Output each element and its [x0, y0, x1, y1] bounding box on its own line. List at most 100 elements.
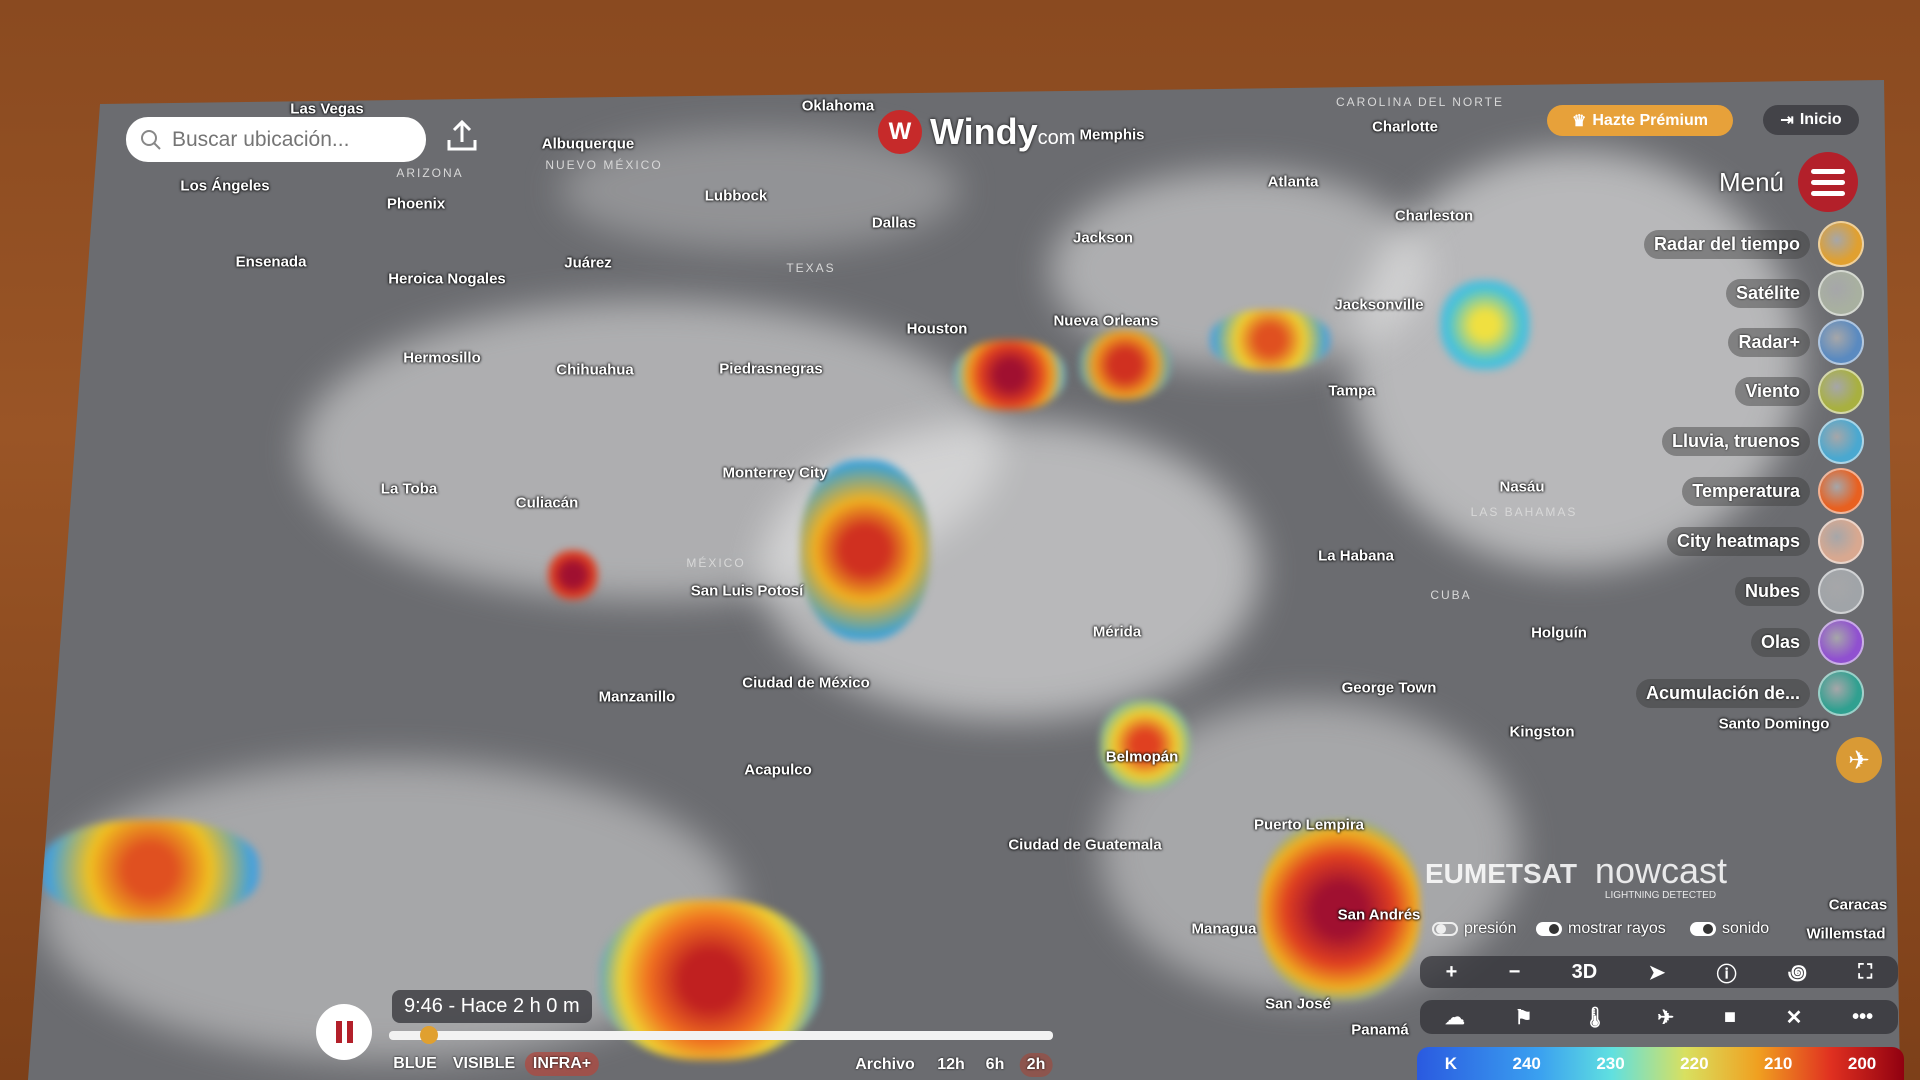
region-label: CUBA: [1430, 588, 1472, 602]
menu-button[interactable]: Menú: [1719, 152, 1858, 212]
range-2h[interactable]: 2h: [1019, 1053, 1053, 1077]
city-label: Belmopán: [1105, 748, 1179, 766]
city-label: Caracas: [1828, 896, 1888, 914]
layer-item[interactable]: Radar del tiempo: [1643, 221, 1864, 267]
band-infra-plus[interactable]: INFRA+: [524, 1052, 600, 1076]
location-arrow-icon[interactable]: ➤: [1648, 961, 1666, 984]
premium-label: Hazte Prémium: [1592, 111, 1708, 129]
layer-thumbnail-icon: [1818, 368, 1864, 414]
search-box[interactable]: [126, 117, 426, 162]
search-input[interactable]: [172, 127, 412, 152]
band-visible[interactable]: VISIBLE: [452, 1055, 516, 1072]
city-label: Culiacán: [515, 494, 579, 512]
range-6h[interactable]: 6h: [985, 1056, 1005, 1073]
pause-icon: [335, 1021, 342, 1043]
city-label: Tampa: [1328, 382, 1376, 400]
hamburger-icon: [1798, 152, 1858, 212]
airport-icon[interactable]: ✈: [1657, 1006, 1675, 1029]
band-blue[interactable]: BLUE: [393, 1055, 437, 1072]
windy-logo-icon: W: [878, 110, 922, 154]
layer-item[interactable]: Nubes: [1734, 568, 1864, 614]
nowcast-logo: nowcast: [1594, 850, 1727, 891]
windy-logo[interactable]: W Windy com: [878, 110, 1075, 154]
toggle-0[interactable]: presión: [1432, 920, 1516, 938]
layer-item[interactable]: Satélite: [1725, 270, 1864, 316]
hurricane-icon[interactable]: ꩜: [1787, 961, 1807, 984]
info-icon[interactable]: ⓘ: [1716, 963, 1737, 986]
layer-item[interactable]: City heatmaps: [1666, 518, 1864, 564]
city-label: San Luis Potosí: [690, 582, 804, 600]
city-label: Mérida: [1092, 623, 1142, 641]
city-label: Atlanta: [1267, 173, 1319, 191]
layer-item[interactable]: Acumulación de...: [1635, 670, 1864, 716]
toggle-1[interactable]: mostrar rayos: [1536, 920, 1666, 938]
toggle-switch[interactable]: [1432, 922, 1458, 936]
close-icon[interactable]: ✕: [1785, 1006, 1803, 1029]
fullscreen-icon[interactable]: ⛶: [1858, 960, 1873, 983]
city-label: Ciudad de México: [742, 674, 870, 692]
layer-label: Temperatura: [1682, 476, 1810, 506]
nowcast-sub: LIGHTNING DETECTED: [1604, 890, 1717, 901]
city-label: Puerto Lempira: [1253, 816, 1365, 834]
flag-icon[interactable]: ⚑: [1514, 1006, 1533, 1029]
zoom-in-button[interactable]: +: [1445, 960, 1458, 983]
more-button[interactable]: •••: [1852, 1005, 1874, 1028]
timeline-slider[interactable]: [389, 1026, 1053, 1044]
city-label: Chihuahua: [556, 361, 634, 379]
archive-label[interactable]: Archivo: [855, 1056, 915, 1073]
layer-thumbnail-icon: [1818, 518, 1864, 564]
toggle-switch[interactable]: [1536, 922, 1562, 936]
layer-thumbnail-icon: [1818, 568, 1864, 614]
city-label: San Andrés: [1337, 906, 1421, 924]
city-label: Monterrey City: [722, 464, 828, 482]
3d-button[interactable]: 3D: [1571, 960, 1598, 983]
play-pause-button[interactable]: [316, 1004, 372, 1060]
range-12h[interactable]: 12h: [937, 1056, 965, 1073]
toggle-switch[interactable]: [1690, 922, 1716, 936]
logo-suffix: com: [1037, 126, 1076, 149]
city-label: La Habana: [1318, 547, 1394, 565]
region-label: LAS BAHAMAS: [1470, 505, 1578, 519]
toggle-label: sonido: [1722, 920, 1770, 937]
layer-thumbnail-icon: [1818, 619, 1864, 665]
city-label: Ensenada: [235, 253, 307, 271]
legend-tick: 210: [1764, 1053, 1793, 1073]
city-label: Santo Domingo: [1718, 715, 1830, 733]
city-label: Managua: [1191, 920, 1257, 938]
city-label: Heroica Nogales: [388, 270, 506, 288]
layer-item[interactable]: Lluvia, truenos: [1661, 418, 1864, 464]
premium-button[interactable]: ♛ Hazte Prémium: [1547, 105, 1733, 136]
color-legend[interactable]: K 240 230 220 210 200: [1417, 1047, 1904, 1080]
crown-icon: ♛: [1572, 112, 1587, 130]
city-label: Memphis: [1079, 126, 1145, 144]
layer-item[interactable]: Radar+: [1728, 319, 1864, 365]
layer-label: Olas: [1750, 627, 1810, 657]
tools-row: ☁ ⚑ 🌡 ✈ ■ ✕ •••: [1420, 1000, 1898, 1034]
layer-thumbnail-icon: [1818, 670, 1864, 716]
webcam-icon[interactable]: ■: [1723, 1005, 1736, 1028]
layer-thumbnail-icon: [1818, 418, 1864, 464]
layer-item[interactable]: Olas: [1750, 619, 1864, 665]
timeline-handle[interactable]: [419, 1026, 438, 1044]
thermometer-icon[interactable]: 🌡: [1582, 1006, 1608, 1029]
region-label: TEXAS: [786, 261, 836, 275]
zoom-out-button[interactable]: −: [1508, 960, 1521, 983]
toggle-2[interactable]: sonido: [1690, 920, 1769, 938]
region-label: MÉXICO: [686, 556, 746, 570]
login-button[interactable]: ⇥ Inicio: [1763, 105, 1859, 135]
flight-button[interactable]: ✈: [1836, 737, 1882, 783]
city-label: Panamá: [1351, 1021, 1409, 1039]
share-icon[interactable]: [444, 118, 480, 154]
weather-icon[interactable]: ☁: [1444, 1006, 1465, 1029]
legend-tick: 200: [1847, 1053, 1877, 1073]
search-icon: [141, 129, 161, 150]
layer-item[interactable]: Temperatura: [1682, 468, 1864, 514]
layer-label: Acumulación de...: [1635, 678, 1810, 708]
airplane-icon: ✈: [1848, 744, 1870, 775]
layer-label: Viento: [1735, 376, 1810, 406]
region-label: ARIZONA: [396, 166, 464, 180]
legend-tick: 240: [1512, 1053, 1541, 1073]
city-label: Juárez: [564, 254, 612, 272]
layer-item[interactable]: Viento: [1735, 368, 1864, 414]
